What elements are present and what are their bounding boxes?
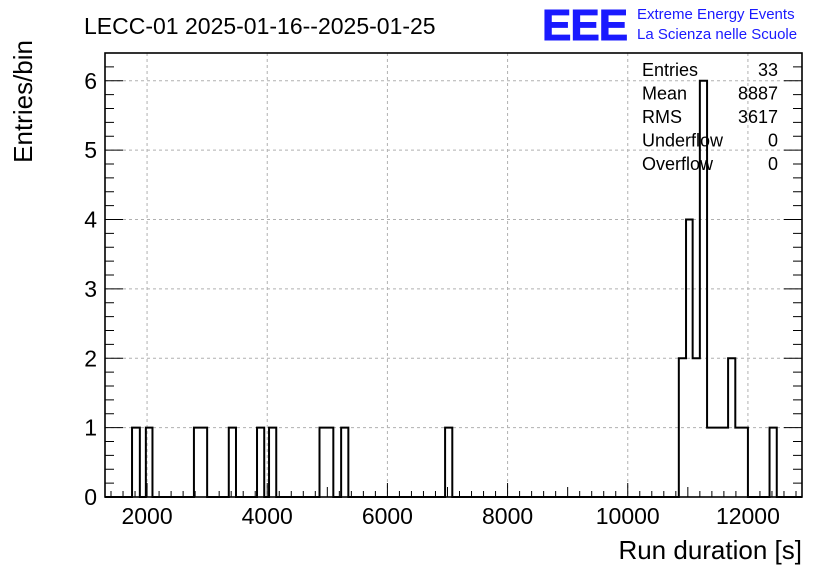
- stats-label: Mean: [642, 84, 687, 104]
- histogram-bar: [194, 428, 207, 497]
- x-tick-label: 8000: [482, 503, 533, 529]
- y-tick-label: 6: [84, 68, 97, 94]
- x-tick-label: 4000: [242, 503, 293, 529]
- y-tick-label: 0: [84, 484, 97, 510]
- chart-title: LECC-01 2025-01-16--2025-01-25: [84, 13, 436, 39]
- stats-label: RMS: [642, 107, 682, 127]
- y-tick-label: 3: [84, 276, 97, 302]
- histogram-bar: [269, 428, 276, 497]
- eee-logo: EEE Extreme Energy Events La Scienza nel…: [542, 1, 798, 51]
- y-tick-label: 5: [84, 137, 97, 163]
- x-tick-label: 10000: [596, 503, 660, 529]
- histogram-bar: [445, 428, 452, 497]
- histogram-bar: [257, 428, 264, 497]
- stats-label: Underflow: [642, 131, 724, 151]
- x-axis-label: Run duration [s]: [618, 535, 802, 565]
- stats-value: 0: [768, 131, 778, 151]
- x-tick-label: 12000: [716, 503, 780, 529]
- stats-value: 3617: [738, 107, 778, 127]
- stats-label: Entries: [642, 60, 698, 80]
- histogram-bar: [320, 428, 334, 497]
- y-tick-label: 2: [84, 345, 97, 371]
- plot-frame: [104, 52, 803, 498]
- histogram-bar: [341, 428, 348, 497]
- stats-label: Overflow: [642, 154, 714, 174]
- histogram-bar: [707, 428, 728, 497]
- axis-ticks: 2000 4000 6000 8000 10000 12000 0 1 2 3 4 5 6: [84, 66, 802, 529]
- stats-value: 33: [758, 60, 778, 80]
- y-tick-label: 1: [84, 415, 97, 441]
- histogram-bar: [770, 428, 777, 497]
- y-axis-label: Entries/bin: [8, 40, 38, 163]
- eee-logo-line2: La Scienza nelle Scuole: [637, 26, 797, 43]
- histogram-bar: [229, 428, 236, 497]
- y-tick-label: 4: [84, 207, 97, 233]
- x-tick-label: 2000: [121, 503, 172, 529]
- eee-logo-mark: EEE: [542, 1, 627, 50]
- x-tick-label: 6000: [362, 503, 413, 529]
- stats-value: 8887: [738, 84, 778, 104]
- stats-box: Entries 33 Mean 8887 RMS 3617 Underflow 0 Overfl…: [642, 60, 778, 174]
- stats-value: 0: [768, 154, 778, 174]
- grid-lines: [105, 53, 802, 497]
- histogram-bar: [735, 428, 748, 497]
- histogram-bar: [132, 428, 140, 497]
- eee-logo-line1: Extreme Energy Events: [637, 6, 795, 23]
